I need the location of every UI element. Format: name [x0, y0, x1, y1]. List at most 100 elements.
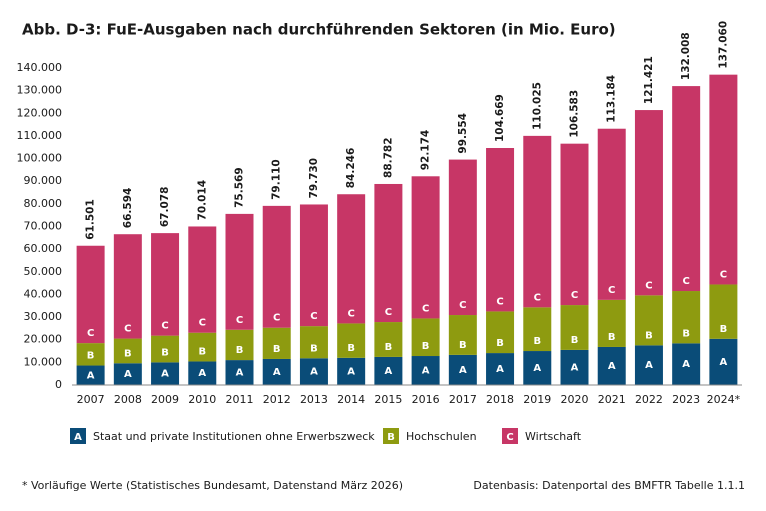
- x-tick-label: 2015: [374, 393, 402, 406]
- bar-segment: [411, 176, 440, 319]
- y-tick-label: 120.000: [17, 106, 63, 119]
- segment-label: A: [161, 369, 169, 380]
- bar-segment: [262, 327, 291, 359]
- bar-segment: [709, 338, 738, 385]
- bar-segment: [560, 349, 589, 385]
- segment-label: C: [682, 276, 689, 287]
- total-label: 79.730: [308, 158, 320, 199]
- segment-label: A: [124, 369, 132, 380]
- y-tick-label: 110.000: [17, 129, 63, 142]
- y-tick-label: 0: [55, 378, 62, 391]
- segment-label: A: [273, 367, 281, 378]
- bar-segment: [634, 110, 663, 296]
- total-label: 106.583: [569, 90, 581, 138]
- bar-segment: [523, 351, 552, 385]
- bar-segment: [337, 357, 366, 385]
- x-tick-label: 2017: [449, 393, 477, 406]
- bar-segment: [448, 315, 477, 355]
- segment-label: A: [459, 365, 467, 376]
- bar-segment: [634, 295, 663, 346]
- total-label: 84.246: [345, 148, 357, 189]
- segment-label: B: [87, 351, 95, 362]
- y-tick-label: 20.000: [24, 333, 63, 346]
- x-tick-label: 2011: [226, 393, 254, 406]
- x-tick-label: 2022: [635, 393, 663, 406]
- segment-label: A: [87, 370, 95, 381]
- bar-segment: [299, 204, 328, 327]
- bar-segment: [523, 135, 552, 308]
- bar-segment: [299, 326, 328, 359]
- y-tick-label: 30.000: [24, 310, 63, 323]
- y-tick-label: 60.000: [24, 242, 63, 255]
- total-label: 99.554: [457, 113, 469, 154]
- bar-segment: [523, 307, 552, 352]
- x-tick-label: 2012: [263, 393, 291, 406]
- x-tick-label: 2016: [412, 393, 440, 406]
- bar-segment: [411, 318, 440, 357]
- bar-segment: [151, 335, 180, 363]
- total-label: 88.782: [382, 137, 394, 178]
- bar-segment: [486, 353, 515, 385]
- segment-label: C: [385, 307, 392, 318]
- y-tick-label: 70.000: [24, 220, 63, 233]
- segment-label: C: [236, 315, 243, 326]
- bar-segment: [113, 363, 142, 385]
- total-label: 113.184: [606, 75, 618, 123]
- segment-label: C: [124, 324, 131, 335]
- x-tick-label: 2021: [598, 393, 626, 406]
- bar-segment: [188, 361, 217, 385]
- segment-label: B: [720, 324, 728, 335]
- segment-label: C: [161, 321, 168, 332]
- segment-label: A: [645, 360, 653, 371]
- segment-label: A: [720, 357, 728, 368]
- bar-segment: [76, 365, 105, 385]
- legend-label: Staat und private Institutionen ohne Erw…: [93, 430, 375, 443]
- total-label: 79.110: [271, 159, 283, 200]
- bar-segment: [672, 291, 701, 344]
- segment-label: A: [608, 361, 616, 372]
- segment-label: C: [534, 292, 541, 303]
- legend-swatch: [70, 428, 86, 444]
- bar-segment: [262, 205, 291, 328]
- total-label: 66.594: [122, 188, 134, 229]
- segment-label: B: [347, 343, 355, 354]
- bar-segment: [560, 305, 589, 350]
- total-label: 75.569: [234, 167, 246, 208]
- segment-label: C: [347, 308, 354, 319]
- segment-label: C: [310, 311, 317, 322]
- bar-segment: [672, 343, 701, 385]
- bar-segment: [672, 86, 701, 292]
- segment-label: C: [608, 285, 615, 296]
- segment-label: B: [682, 328, 690, 339]
- segment-label: A: [422, 366, 430, 377]
- segment-label: C: [87, 328, 94, 339]
- bar-segment: [262, 358, 291, 385]
- y-tick-label: 90.000: [24, 174, 63, 187]
- bar-segment: [188, 226, 217, 333]
- segment-label: C: [273, 313, 280, 324]
- total-label: 132.008: [680, 32, 692, 80]
- bar-segment: [374, 322, 403, 357]
- bar-segment: [151, 362, 180, 385]
- segment-label: A: [571, 362, 579, 373]
- segment-label: A: [347, 366, 355, 377]
- bar-segment: [337, 323, 366, 358]
- bar-segment: [299, 358, 328, 385]
- y-tick-label: 100.000: [17, 152, 63, 165]
- bar-segment: [560, 143, 589, 306]
- y-tick-label: 40.000: [24, 287, 63, 300]
- segment-label: B: [385, 342, 393, 353]
- total-label: 110.025: [531, 82, 543, 130]
- segment-label: B: [198, 346, 206, 357]
- bar-segment: [597, 346, 626, 385]
- x-tick-label: 2008: [114, 393, 142, 406]
- total-label: 121.421: [643, 56, 655, 104]
- bar-segment: [448, 354, 477, 385]
- total-label: 61.501: [85, 199, 97, 240]
- source: Datenbasis: Datenportal des BMFTR Tabell…: [473, 479, 745, 492]
- y-tick-label: 140.000: [17, 61, 63, 74]
- segment-label: B: [645, 330, 653, 341]
- bar-segment: [597, 299, 626, 347]
- segment-label: B: [124, 348, 132, 359]
